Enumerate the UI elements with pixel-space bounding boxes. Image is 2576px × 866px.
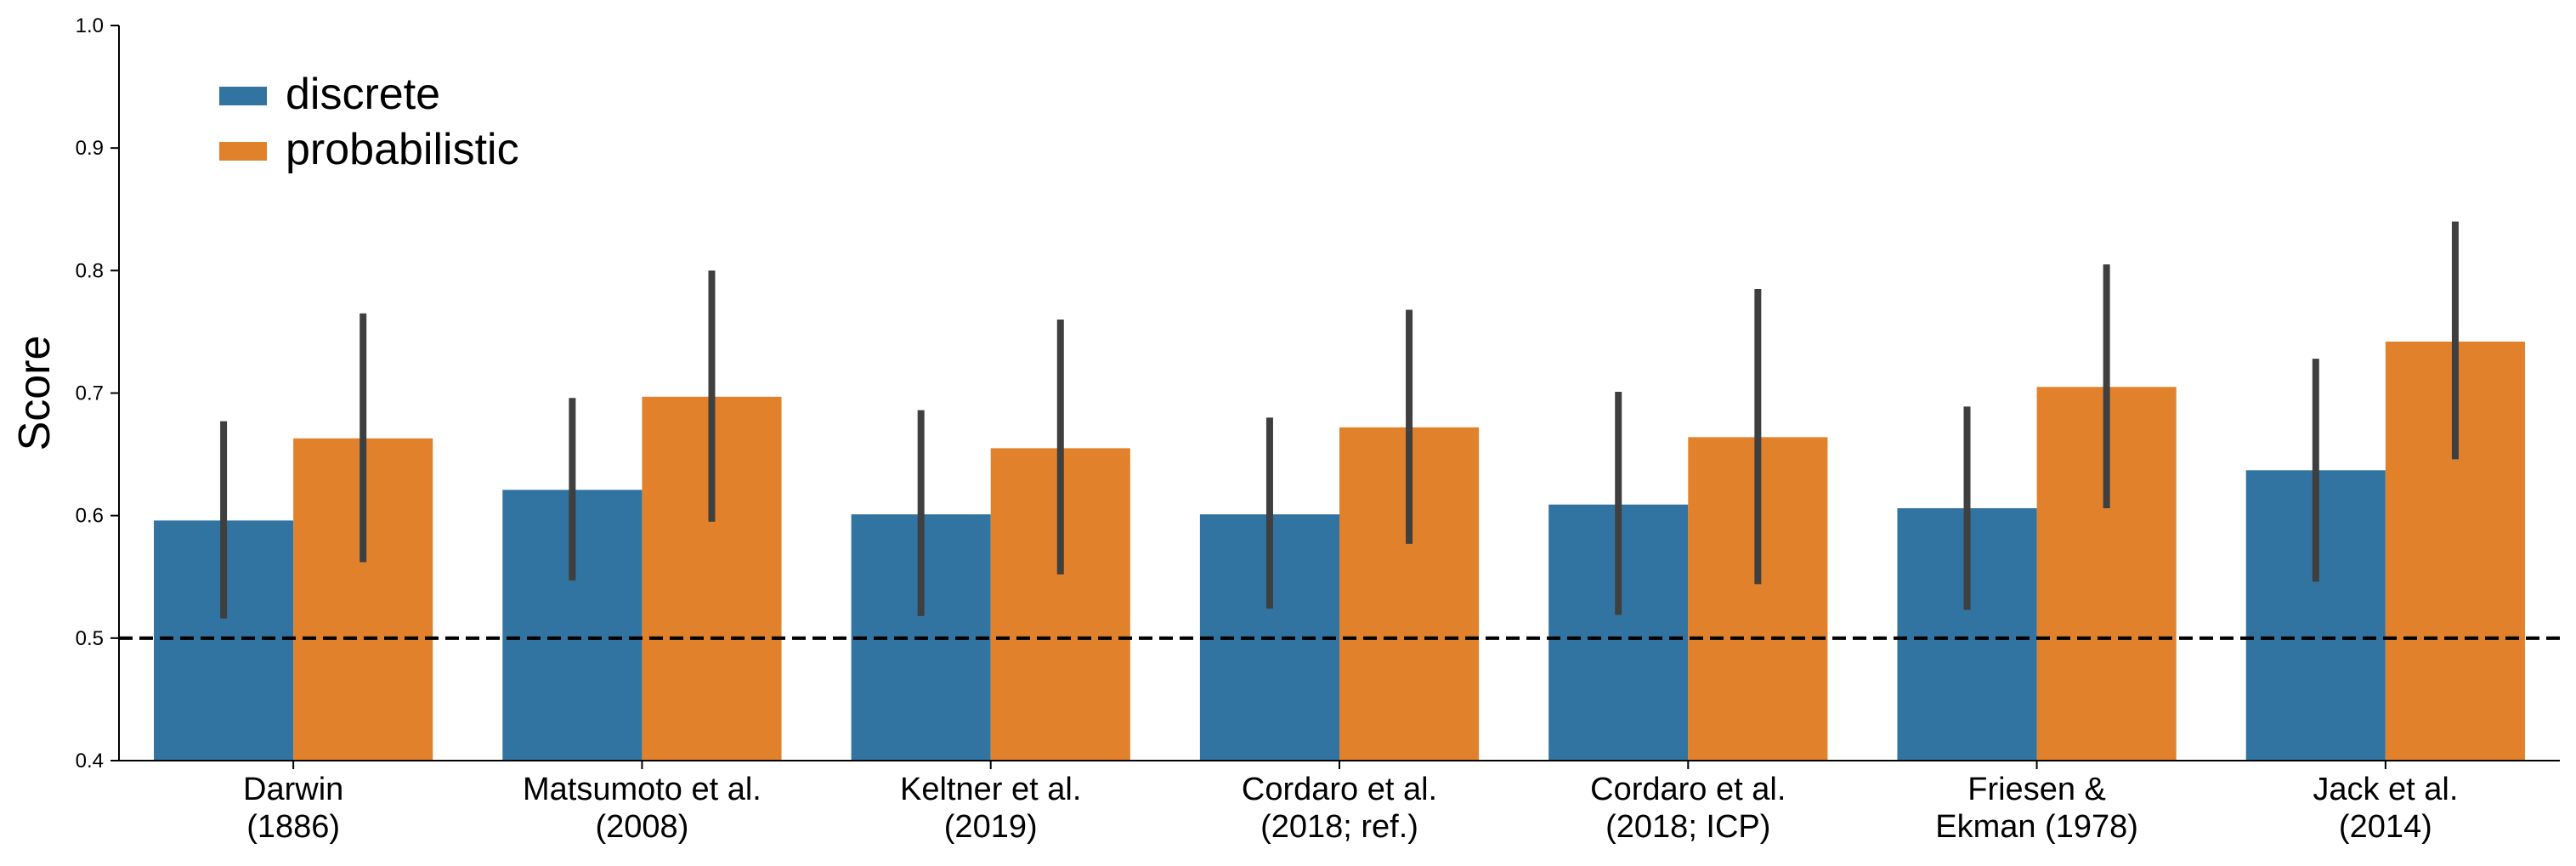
x-tick-label-3-1: (2018; ref.) (1260, 809, 1418, 845)
y-tick-label-4: 0.8 (76, 259, 104, 282)
x-tick-label-0-0: Darwin (243, 772, 343, 807)
bars-layer (154, 341, 2525, 761)
legend: discrete probabilistic (219, 70, 519, 174)
y-tick-label-0: 0.4 (76, 750, 104, 773)
legend-label-probabilistic: probabilistic (286, 125, 519, 174)
x-tick-label-6-1: (2014) (2339, 809, 2432, 845)
y-tick-label-2: 0.6 (76, 505, 104, 528)
x-tick-label-4-0: Cordaro et al. (1590, 772, 1786, 807)
error-bars-layer (220, 221, 2459, 619)
x-tick-label-5-1: Ekman (1978) (1935, 809, 2138, 845)
x-tick-label-3-0: Cordaro et al. (1242, 772, 1437, 807)
x-axis-labels: Darwin(1886) Matsumoto et al.(2008) Keltne… (243, 761, 2458, 845)
y-tick-label-5: 0.9 (76, 137, 104, 160)
x-tick-label-5-0: Friesen & (1967, 772, 2106, 807)
legend-swatch-discrete (219, 87, 267, 105)
x-tick-label-4-1: (2018; ICP) (1605, 809, 1770, 845)
y-axis-ticks: 0.4 0.5 0.6 0.7 0.8 0.9 1.0 (76, 14, 119, 773)
y-axis-title: Score (10, 336, 59, 451)
x-tick-label-1-0: Matsumoto et al. (523, 772, 761, 807)
y-tick-label-3: 0.7 (76, 382, 104, 405)
y-tick-label-1: 0.5 (76, 627, 104, 650)
x-tick-label-1-1: (2008) (596, 809, 689, 845)
legend-label-discrete: discrete (286, 70, 440, 119)
legend-swatch-probabilistic (219, 142, 267, 161)
x-tick-label-2-0: Keltner et al. (900, 772, 1081, 807)
y-tick-label-6: 1.0 (76, 14, 104, 37)
x-tick-label-0-1: (1886) (246, 809, 340, 845)
x-tick-label-2-1: (2019) (944, 809, 1038, 845)
x-tick-label-6-0: Jack et al. (2313, 772, 2458, 807)
